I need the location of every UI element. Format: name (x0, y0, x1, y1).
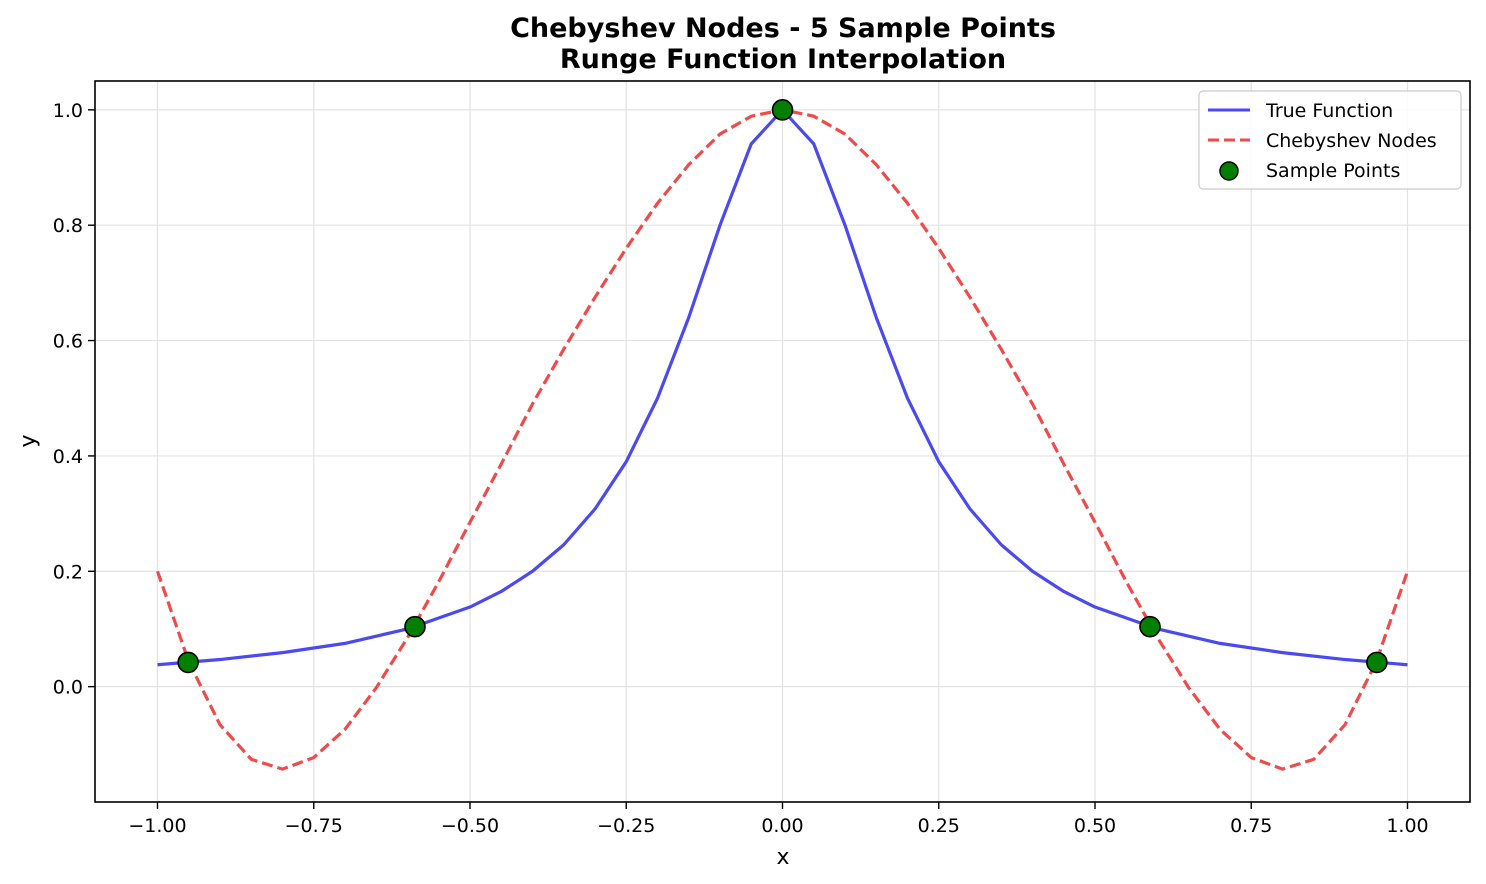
y-tick-label: 0.0 (53, 677, 83, 699)
y-tick-label: 1.0 (53, 100, 83, 122)
legend-box (1198, 90, 1462, 190)
y-axis-label: y (16, 434, 41, 447)
sample-point (404, 615, 426, 638)
x-tick-label: −0.75 (285, 815, 343, 837)
sample-point (771, 99, 794, 121)
legend-true-function-label: True Function (1265, 100, 1393, 122)
sample-point (1139, 615, 1161, 638)
y-tick-label: 0.4 (53, 446, 83, 468)
x-tick-label: 0.25 (918, 815, 960, 837)
x-axis-ticks: −1.00 −0.75 −0.50 −0.25 0.00 0.25 0.50 0.75 1.00 (128, 802, 1429, 837)
legend-sample-points-swatch (1219, 161, 1239, 181)
legend-sample-points-label: Sample Points (1266, 160, 1400, 182)
x-tick-label: 1.00 (1386, 815, 1428, 837)
points-layer (177, 99, 1388, 674)
x-tick-label: 0.75 (1230, 815, 1272, 837)
y-tick-label: 0.2 (53, 561, 83, 583)
y-tick-label: 0.6 (53, 331, 83, 353)
chart-title-line1: Chebyshev Nodes - 5 Sample Points (510, 13, 1056, 44)
chart-title-line2: Runge Function Interpolation (560, 44, 1006, 75)
x-tick-label: 0.00 (761, 815, 803, 837)
x-tick-label: −1.00 (128, 815, 186, 837)
y-tick-label: 0.8 (53, 215, 83, 237)
legend: True Function Chebyshev Nodes Sample Poi… (1198, 90, 1462, 190)
legend-chebyshev-label: Chebyshev Nodes (1266, 130, 1437, 152)
x-tick-label: −0.25 (597, 815, 655, 837)
y-axis-ticks: 0.0 0.2 0.4 0.6 0.8 1.0 (53, 100, 95, 699)
x-axis-label: x (776, 845, 789, 870)
sample-point (177, 651, 199, 674)
x-tick-label: −0.50 (441, 815, 499, 837)
x-tick-label: 0.50 (1074, 815, 1116, 837)
sample-point (1366, 651, 1388, 674)
